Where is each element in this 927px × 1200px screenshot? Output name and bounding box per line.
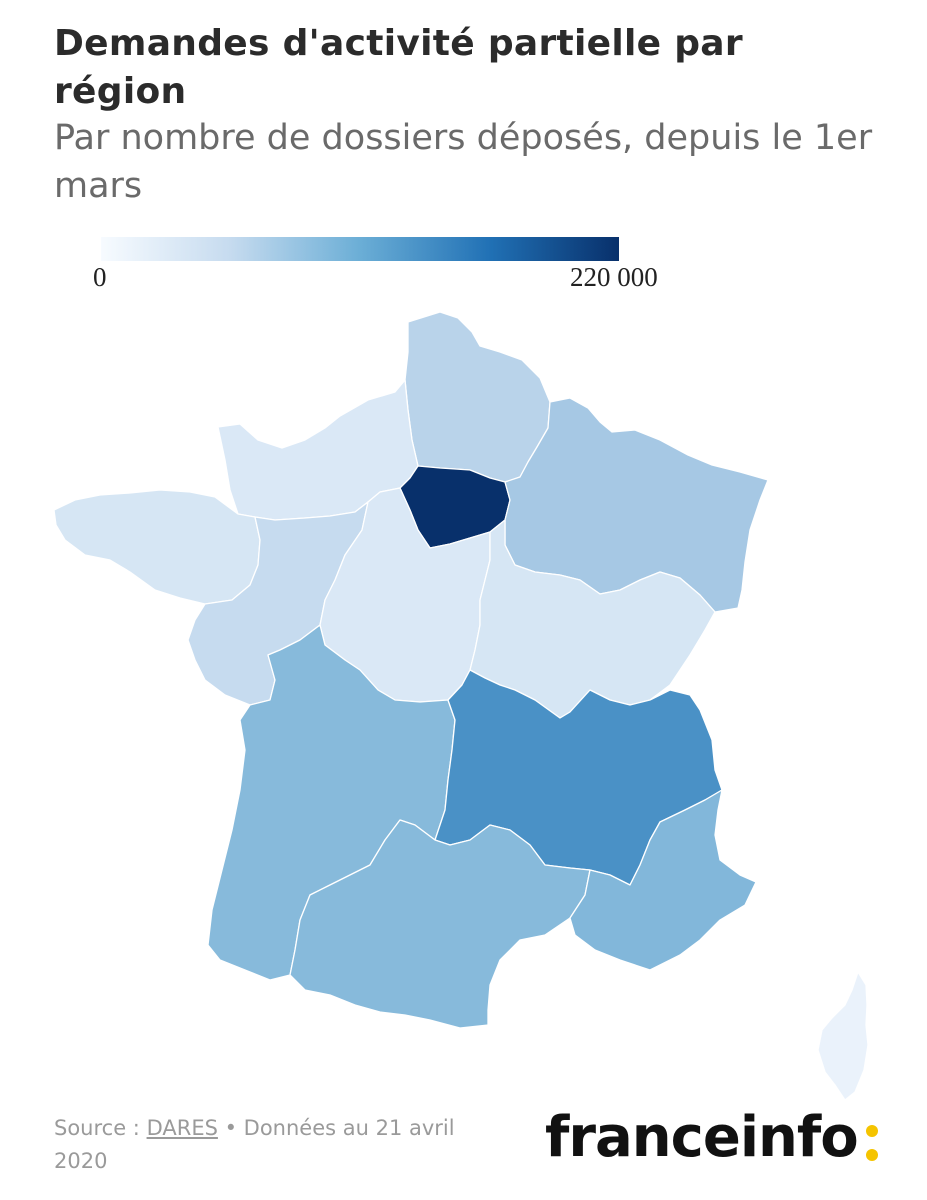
- color-scale-legend: [101, 237, 619, 261]
- franceinfo-logo: franceinfo: [545, 1098, 882, 1178]
- source-link[interactable]: DARES: [146, 1116, 218, 1140]
- logo-wordmark: franceinfo: [545, 1105, 859, 1170]
- source-note: Source : DARES • Données au 21 avril 202…: [54, 1112, 504, 1178]
- logo-colon-icon: [864, 1111, 882, 1171]
- region-corse: [817, 971, 869, 1101]
- source-prefix: Source :: [54, 1116, 147, 1140]
- legend-min-label: 0: [93, 262, 107, 292]
- france-regions-map: [53, 311, 869, 1101]
- chart-subtitle: Par nombre de dossiers déposés, depuis l…: [54, 118, 873, 206]
- region-bretagne: [53, 489, 261, 605]
- source-suffix: • Données au 21 avril 2020: [54, 1116, 455, 1173]
- region-bourgogne-franche-comte: [469, 519, 716, 719]
- region-hauts-de-france: [404, 311, 551, 483]
- legend-max-label: 220 000: [570, 262, 658, 292]
- chart-title: Demandes d'activité partielle par région: [54, 23, 743, 112]
- region-paca: [569, 789, 757, 971]
